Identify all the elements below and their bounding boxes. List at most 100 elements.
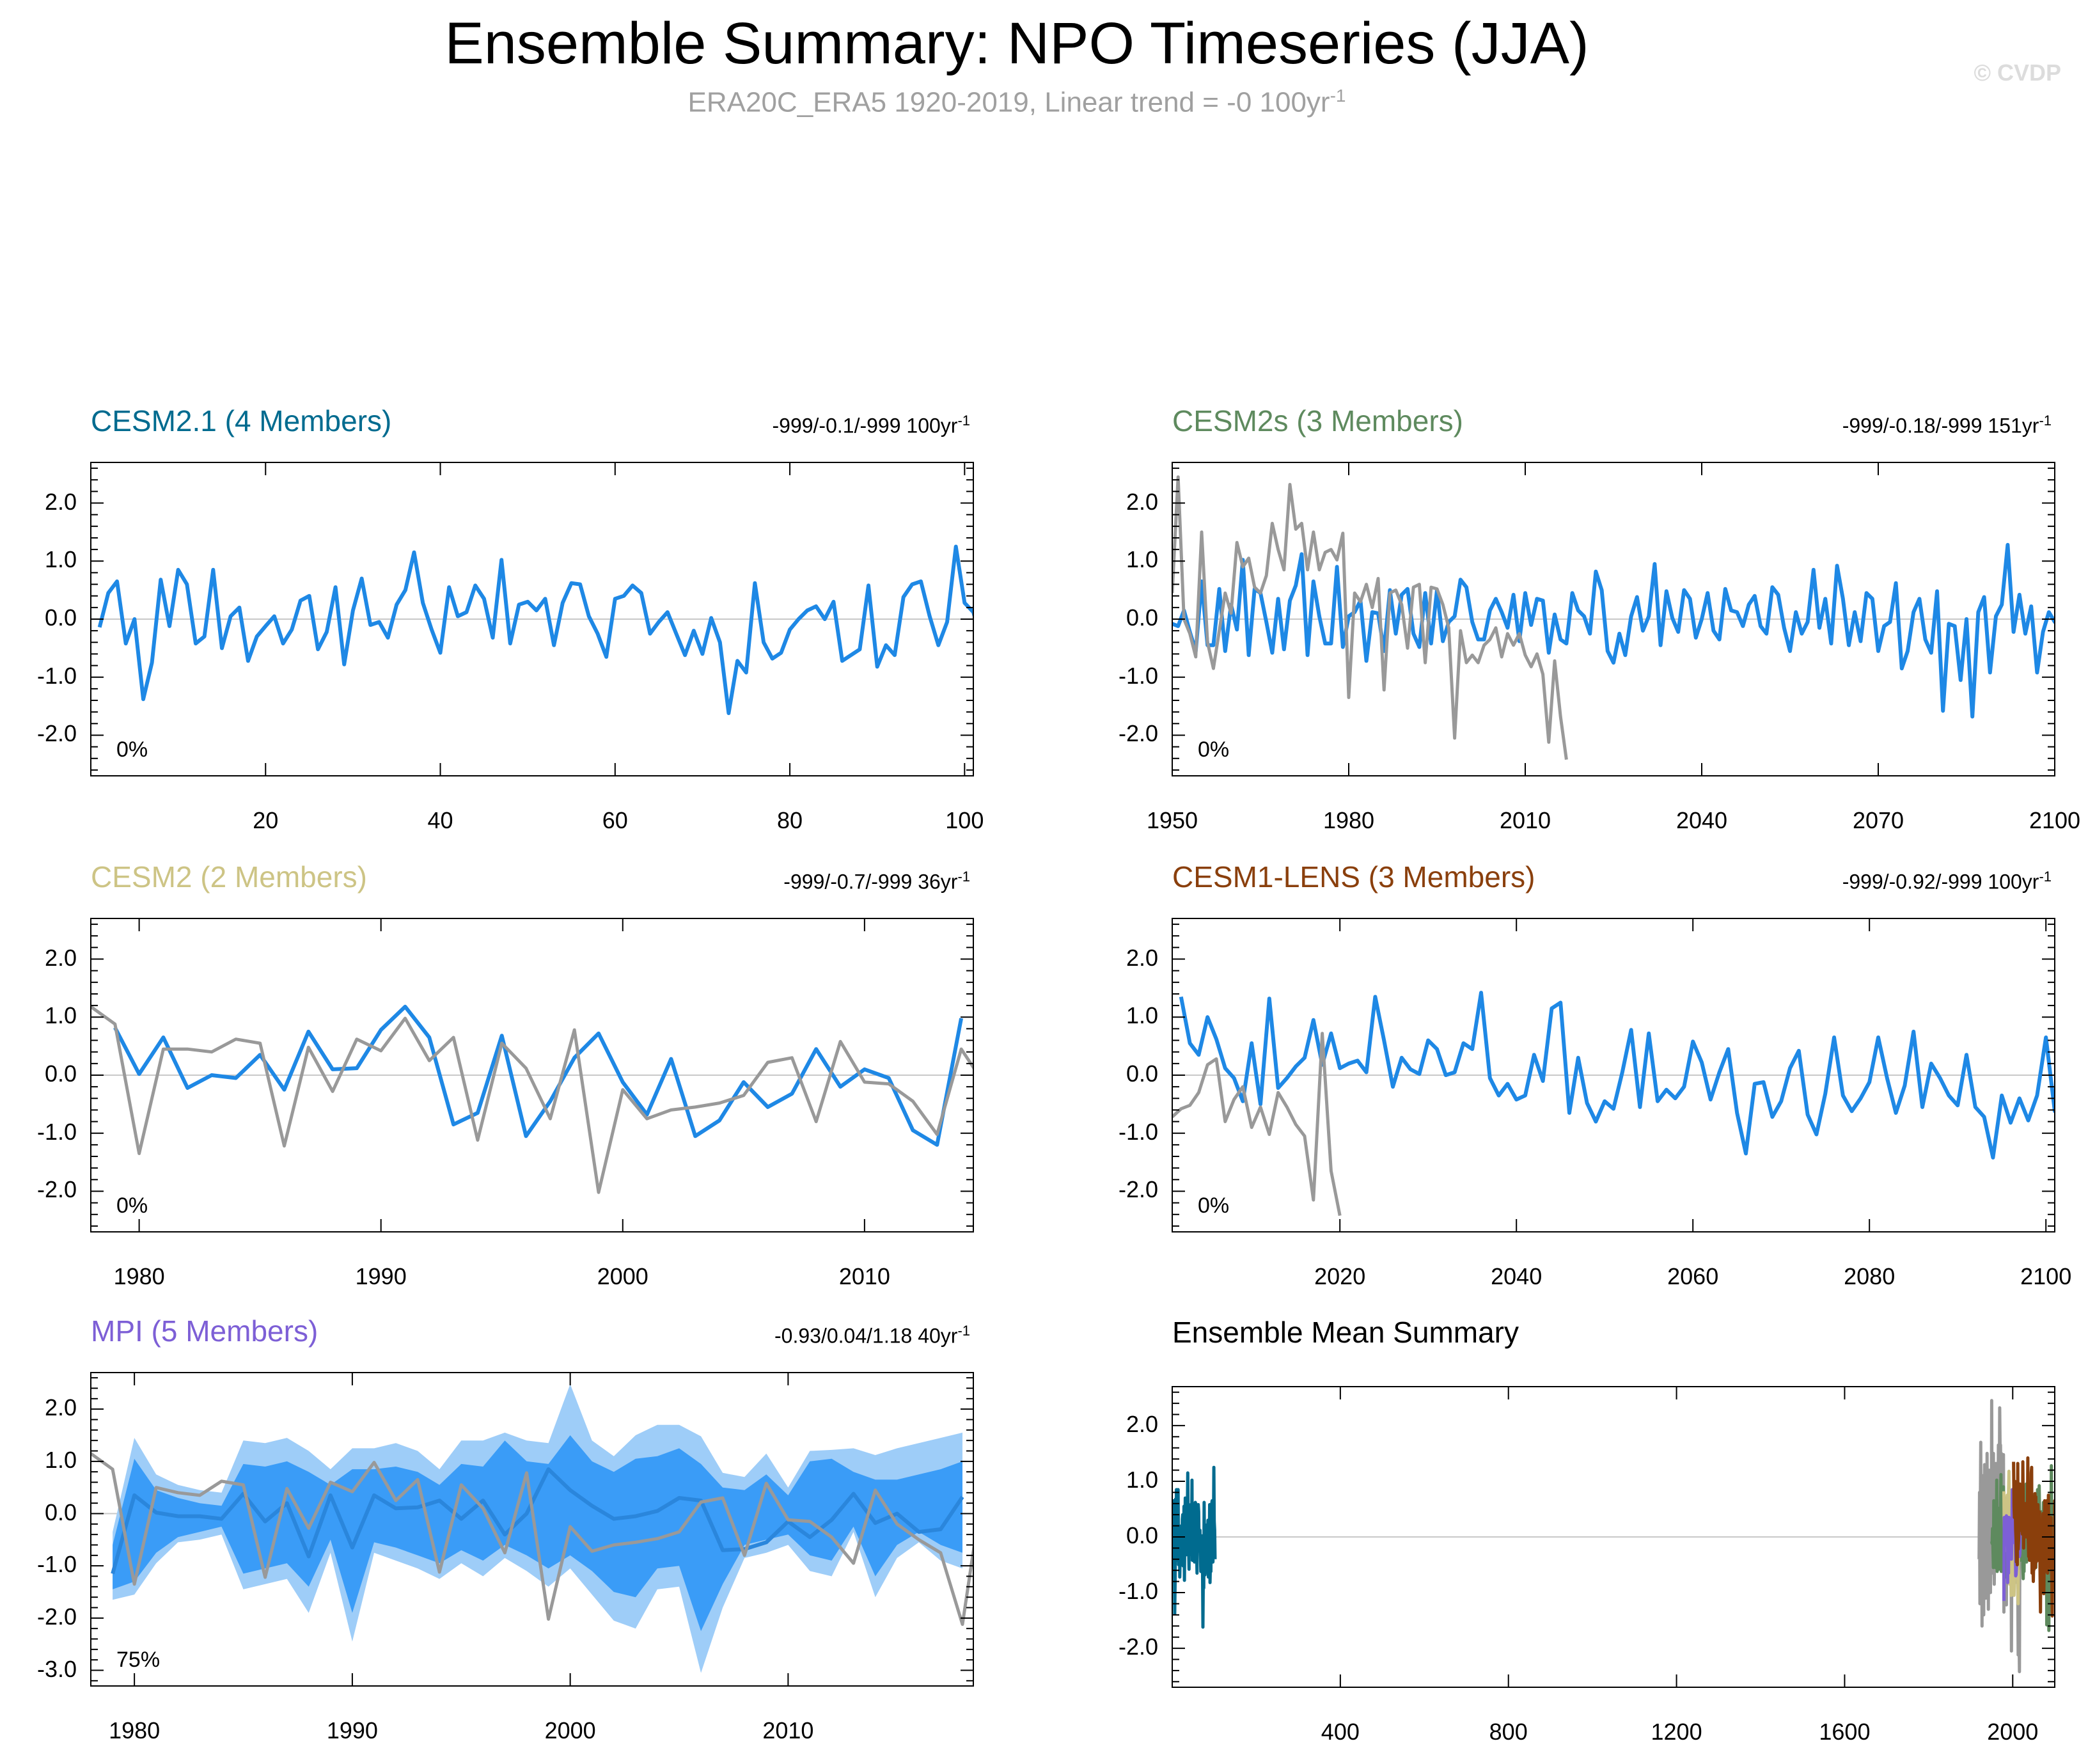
panel-trend-stats: -999/-0.1/-999 100yr-1 [772,414,970,436]
trend-stats-exponent: -1 [2039,413,2052,429]
x-ticks [134,1373,789,1686]
x-ticks [1339,1387,2014,1687]
y-tick-label: -3.0 [36,1655,77,1682]
panel-percent-label: 0% [116,1193,148,1218]
trend-stats-exponent: -1 [957,869,970,885]
y-tick-label: 2.0 [44,1394,77,1421]
x-tick-label: 2040 [1676,807,1728,833]
y-tick-label: -1.0 [1118,662,1158,689]
series-line-cesm21 [1172,1465,1217,1629]
y-tick-label: 2.0 [1126,488,1158,515]
panel-trend-stats: -999/-0.92/-999 100yr-1 [1842,870,2052,892]
x-tick-label: 800 [1489,1719,1528,1745]
y-tick-label: 0.0 [1126,1522,1158,1548]
y-ticks [91,924,973,1227]
panel-frame [90,1372,974,1687]
y-tick-label: -2.0 [1118,1176,1158,1203]
panel-data [91,1384,973,1673]
series-line-observation [91,1452,973,1626]
x-tick-label: 1200 [1651,1719,1702,1745]
panel-title: Ensemble Mean Summary [1172,1316,1519,1349]
x-tick-label: 40 [427,807,453,833]
panel-data [91,1004,973,1194]
panel-cesm2s [1172,462,2055,776]
x-tick-label: 2040 [1491,1263,1542,1289]
trend-stats-text: -0.93/0.04/1.18 40yr [774,1324,958,1348]
panel-data [91,544,973,715]
x-ticks [1339,918,2047,1232]
y-tick-label: 2.0 [44,944,77,971]
panel-trend-stats: -999/-0.7/-999 36yr-1 [783,870,970,892]
series-line-observation [1172,475,1568,760]
subtitle-text: ERA20C_ERA5 1920-2019, Linear trend = -0… [687,86,1330,118]
x-tick-label: 2060 [1667,1263,1719,1289]
x-ticks [1172,462,2055,776]
panel-data [1172,1399,2055,1674]
y-tick-label: 0.0 [1126,604,1158,631]
y-tick-label: -2.0 [1118,1634,1158,1660]
subtitle-exponent: -1 [1330,86,1346,106]
y-tick-label: 0.0 [44,1060,77,1087]
y-tick-label: 1.0 [1126,1466,1158,1493]
trend-stats-text: -999/-0.7/-999 36yr [783,870,958,894]
trend-stats-exponent: -1 [2039,869,2052,885]
panel-trend-stats: -999/-0.18/-999 151yr-1 [1842,414,2052,436]
panel-data [1172,991,2055,1217]
trend-stats-text: -999/-0.18/-999 151yr [1842,414,2039,437]
series-line-cesm1lens [2012,1456,2055,1618]
panel-data [1172,475,2055,760]
y-tick-label: -1.0 [1118,1118,1158,1145]
series-line-observation [1172,1032,1342,1217]
x-tick-label: 2100 [2020,1263,2072,1289]
panel-cesm21 [90,462,974,776]
y-tick-label: -2.0 [36,720,77,747]
y-tick-label: -1.0 [36,1118,77,1145]
y-tick-label: 0.0 [44,604,77,631]
x-tick-label: 2000 [544,1717,596,1744]
y-tick-label: 2.0 [1126,1410,1158,1437]
series-line-ensemble [1172,542,2055,719]
x-tick-label: 400 [1321,1719,1360,1745]
panel-mpi [90,1372,974,1687]
panel-cesm2 [90,918,974,1232]
y-ticks [1172,924,2055,1227]
x-tick-label: 1980 [1323,807,1375,833]
x-tick-label: 2010 [762,1717,814,1744]
panel-percent-label: 75% [116,1648,161,1672]
series-line-ensemble [97,544,973,715]
y-tick-label: -2.0 [36,1176,77,1203]
y-tick-label: 2.0 [44,488,77,515]
x-tick-label: 1950 [1146,807,1198,833]
y-tick-label: 1.0 [44,1002,77,1029]
x-tick-label: 80 [777,807,803,833]
y-tick-label: -2.0 [1118,720,1158,747]
panel-percent-label: 0% [1198,1193,1230,1218]
y-ticks [1172,468,2055,771]
x-tick-label: 2010 [838,1263,890,1289]
x-tick-label: 1980 [109,1717,161,1744]
panel-summary [1172,1386,2055,1688]
x-tick-label: 100 [945,807,984,833]
x-tick-label: 20 [253,807,279,833]
x-tick-label: 1980 [113,1263,165,1289]
y-tick-label: 1.0 [1126,546,1158,573]
x-tick-label: 1990 [326,1717,378,1744]
panel-title: CESM2s (3 Members) [1172,404,1463,437]
y-tick-label: 0.0 [1126,1060,1158,1087]
figure-title: Ensemble Summary: NPO Timeseries (JJA) [444,11,1589,76]
y-tick-label: 1.0 [44,1446,77,1473]
y-ticks [91,1377,973,1681]
panel-title: MPI (5 Members) [91,1314,318,1348]
panel-trend-stats: -0.93/0.04/1.18 40yr-1 [774,1324,970,1346]
trend-stats-exponent: -1 [957,413,970,429]
trend-stats-text: -999/-0.92/-999 100yr [1842,870,2039,894]
y-tick-label: 0.0 [44,1499,77,1525]
y-tick-label: 2.0 [1126,944,1158,971]
y-tick-label: -1.0 [36,662,77,689]
x-tick-label: 2010 [1499,807,1551,833]
y-tick-label: 1.0 [1126,1002,1158,1029]
trend-stats-exponent: -1 [957,1323,970,1339]
x-tick-label: 2080 [1844,1263,1896,1289]
x-ticks [265,462,966,776]
